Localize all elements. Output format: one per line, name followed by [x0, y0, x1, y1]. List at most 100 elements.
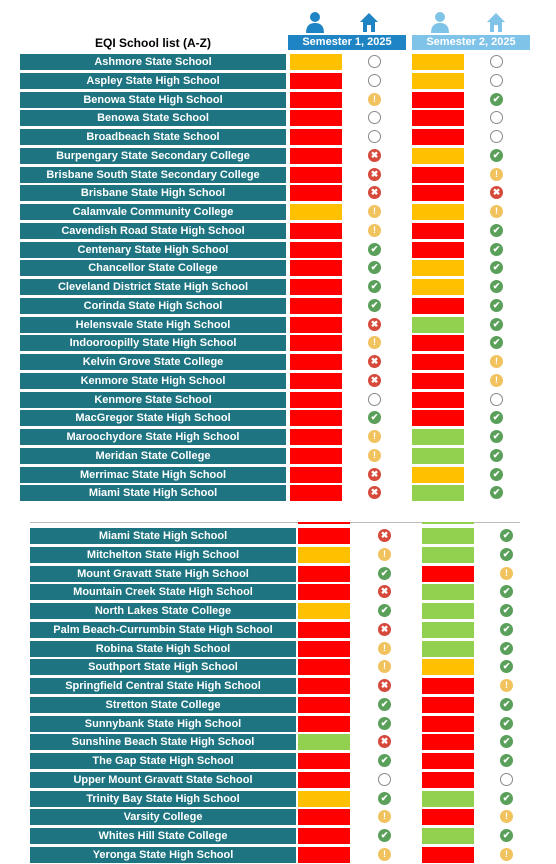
school-name: Sunnybank State High School — [30, 715, 296, 732]
empty-circle-icon — [490, 392, 503, 406]
semester1-status-fill — [290, 447, 342, 464]
warning-icon: ! — [368, 336, 381, 350]
tick-icon: ✔ — [378, 829, 391, 842]
semester2-status-fill — [422, 603, 474, 619]
semester1-status-fill — [290, 72, 342, 89]
semester2-status-fill — [422, 715, 474, 732]
semester1-status-fill — [290, 316, 342, 333]
person-icon — [431, 12, 449, 33]
status-fill-top — [422, 522, 474, 524]
semester2-status-fill — [412, 147, 464, 164]
semester2-status-fill — [412, 335, 464, 352]
cross-icon: ✖ — [368, 467, 381, 481]
tick-icon: ✔ — [490, 242, 503, 256]
table-row: Miami State High School ✖ ✔ — [30, 528, 530, 544]
table-row: Calamvale Community College!! — [20, 204, 530, 220]
semester2-status-fill — [422, 659, 474, 676]
table-row: Broadbeach State School — [20, 129, 530, 145]
school-name: Broadbeach State School — [20, 129, 286, 145]
table-row: Corinda State High School ✔ ✔ — [20, 297, 530, 314]
tick-icon: ✔ — [490, 448, 503, 462]
empty-circle-icon — [490, 130, 503, 143]
semester1-status-fill — [290, 279, 342, 295]
semester2-status-fill — [412, 429, 464, 445]
home-icon — [360, 13, 378, 32]
semester1-status-fill — [298, 659, 350, 676]
empty-circle-icon — [490, 111, 503, 125]
tick-icon: ✔ — [500, 791, 513, 805]
semester1-header: Semester 1, 2025 — [288, 35, 406, 50]
semester1-status-fill — [298, 584, 350, 601]
cross-icon: ✖ — [368, 167, 381, 181]
table-row: Sunshine Beach State High School ✖ ✔ — [30, 734, 530, 751]
school-name: Trinity Bay State High School — [30, 790, 296, 807]
semester2-status-fill — [422, 771, 474, 788]
tick-icon: ✔ — [500, 829, 513, 842]
semester1-status-fill — [290, 297, 342, 314]
table-row: Benowa State School — [20, 110, 530, 127]
tick-icon: ✔ — [500, 735, 513, 749]
semester1-status-fill — [290, 335, 342, 352]
table-row: Kenmore State School — [20, 391, 530, 408]
cross-icon: ✖ — [378, 585, 391, 599]
warning-icon: ! — [500, 810, 513, 824]
table-row: Stretton State College ✔ ✔ — [30, 696, 530, 713]
empty-circle-icon — [368, 55, 381, 68]
school-name: Mountain Creek State High School — [30, 584, 296, 601]
school-name: Maroochydore State High School — [20, 429, 286, 445]
table-row: Aspley State High School — [20, 72, 530, 89]
school-name: Upper Mount Gravatt State School — [30, 771, 296, 788]
semester1-status-fill — [290, 354, 342, 370]
table-row: Burpengary State Secondary College ✖ ✔ — [20, 147, 530, 164]
cross-icon: ✖ — [368, 186, 381, 200]
empty-circle-icon — [368, 111, 381, 125]
table-row: Benowa State High School! ✔ — [20, 91, 530, 108]
school-name: Robina State High School — [30, 640, 296, 657]
table-row: Kenmore State High School ✖! — [20, 372, 530, 389]
tick-icon: ✔ — [378, 566, 391, 580]
school-name: Indooroopilly State High School — [20, 335, 286, 352]
table-row: Cavendish Road State High School! ✔ — [20, 222, 530, 239]
table-row: MacGregor State High School ✔ ✔ — [20, 410, 530, 427]
semester2-status-fill — [422, 678, 474, 694]
school-name: Ashmore State School — [20, 54, 286, 70]
tick-icon: ✔ — [500, 622, 513, 636]
semester1-status-fill — [298, 696, 350, 713]
tick-icon: ✔ — [490, 411, 503, 425]
warning-icon: ! — [500, 847, 513, 861]
table-row: Southport State High School! ✔ — [30, 659, 530, 676]
tick-icon: ✔ — [378, 697, 391, 711]
semester2-status-fill — [422, 809, 474, 826]
school-name: Calamvale Community College — [20, 204, 286, 220]
school-name: Meridan State College — [20, 447, 286, 464]
tick-icon: ✔ — [500, 660, 513, 674]
school-name: Kenmore State High School — [20, 372, 286, 389]
warning-icon: ! — [490, 355, 503, 368]
table-row: The Gap State High School ✔ ✔ — [30, 753, 530, 769]
semester1-status-fill — [298, 565, 350, 582]
tick-icon: ✔ — [500, 547, 513, 561]
school-name: Yeronga State High School — [30, 846, 296, 863]
tick-icon: ✔ — [378, 791, 391, 805]
tick-icon: ✔ — [378, 716, 391, 730]
school-name: Varsity College — [30, 809, 296, 826]
school-name: Southport State High School — [30, 659, 296, 676]
semester2-status-fill — [422, 546, 474, 563]
semester2-status-fill — [412, 166, 464, 183]
tick-icon: ✔ — [500, 716, 513, 730]
semester1-status-fill — [290, 485, 342, 502]
tick-icon: ✔ — [368, 261, 381, 275]
semester2-status-fill — [422, 734, 474, 751]
school-name: Burpengary State Secondary College — [20, 147, 286, 164]
semester2-status-fill — [412, 279, 464, 295]
table-row: Meridan State College! ✔ — [20, 447, 530, 464]
tick-icon: ✔ — [378, 754, 391, 767]
tick-icon: ✔ — [490, 486, 503, 500]
semester1-status-fill — [290, 260, 342, 277]
semester2-status-fill — [412, 185, 464, 202]
table-row: Upper Mount Gravatt State School — [30, 771, 530, 788]
semester1-status-fill — [298, 603, 350, 619]
school-name: Cavendish Road State High School — [20, 222, 286, 239]
semester2-status-fill — [412, 241, 464, 258]
tick-icon: ✔ — [490, 298, 503, 312]
